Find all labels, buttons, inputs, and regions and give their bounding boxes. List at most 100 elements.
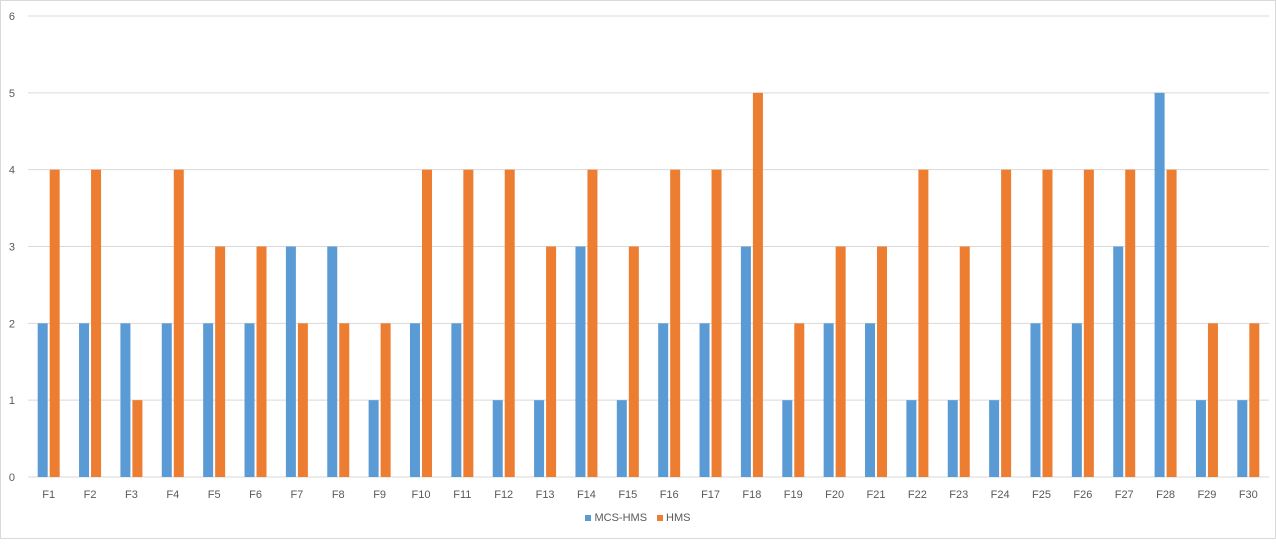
x-tick-label: F7 <box>290 489 303 501</box>
legend-swatch-mcs-hms <box>585 515 592 521</box>
x-tick-label: F13 <box>536 489 555 501</box>
bar-hms-f25 <box>1042 169 1053 477</box>
bar-hms-f16 <box>670 169 681 477</box>
bar-hms-f12 <box>504 169 515 477</box>
bar-mcs-hms-f4 <box>161 323 172 477</box>
bar-mcs-hms-f19 <box>782 400 793 477</box>
x-tick-label: F17 <box>701 489 720 501</box>
x-tick-label: F8 <box>332 489 345 501</box>
y-tick-label: 1 <box>9 395 15 407</box>
bar-hms-f4 <box>173 169 184 477</box>
x-tick-label: F29 <box>1197 489 1216 501</box>
x-tick-label: F5 <box>208 489 221 501</box>
bar-hms-f8 <box>339 323 350 477</box>
bar-mcs-hms-f22 <box>906 400 917 477</box>
bar-mcs-hms-f23 <box>947 400 958 477</box>
bar-mcs-hms-f9 <box>368 400 379 477</box>
x-tick-label: F19 <box>784 489 803 501</box>
x-tick-label: F4 <box>166 489 179 501</box>
bars <box>37 92 1260 477</box>
bar-mcs-hms-f2 <box>79 323 90 477</box>
x-tick-label: F3 <box>125 489 138 501</box>
bar-mcs-hms-f21 <box>865 323 876 477</box>
x-tick-label: F1 <box>42 489 55 501</box>
legend-item-mcs-hms: MCS-HMS <box>585 512 647 524</box>
bar-mcs-hms-f16 <box>658 323 669 477</box>
bar-mcs-hms-f17 <box>699 323 710 477</box>
bar-mcs-hms-f11 <box>451 323 462 477</box>
x-tick-label: F2 <box>84 489 97 501</box>
bar-hms-f10 <box>421 169 432 477</box>
x-tick-label: F6 <box>249 489 262 501</box>
x-tick-label: F22 <box>908 489 927 501</box>
bar-hms-f2 <box>91 169 102 477</box>
bar-mcs-hms-f13 <box>534 400 545 477</box>
x-tick-label: F12 <box>494 489 513 501</box>
bar-mcs-hms-f15 <box>616 400 627 477</box>
x-tick-label: F9 <box>373 489 386 501</box>
legend-label-hms: HMS <box>666 512 691 524</box>
bar-hms-f15 <box>628 246 639 477</box>
x-tick-label: F15 <box>618 489 637 501</box>
y-tick-label: 5 <box>9 88 15 100</box>
bar-mcs-hms-f29 <box>1195 400 1206 477</box>
y-axis-ticks: 0 1 2 3 4 5 6 <box>9 11 15 484</box>
bar-hms-f28 <box>1166 169 1177 477</box>
bar-mcs-hms-f1 <box>37 323 48 477</box>
x-tick-label: F14 <box>577 489 596 501</box>
bar-hms-f1 <box>49 169 60 477</box>
gridlines <box>28 15 1269 478</box>
bar-mcs-hms-f6 <box>244 323 255 477</box>
bar-mcs-hms-f25 <box>1030 323 1041 477</box>
bar-hms-f30 <box>1249 323 1260 477</box>
x-tick-label: F27 <box>1115 489 1134 501</box>
bar-hms-f7 <box>297 323 308 477</box>
y-tick-label: 0 <box>9 472 15 484</box>
y-tick-label: 6 <box>9 11 15 23</box>
legend: MCS-HMS HMS <box>0 509 1276 527</box>
bar-hms-f20 <box>835 246 846 477</box>
x-tick-label: F16 <box>660 489 679 501</box>
bar-hms-f21 <box>877 246 888 477</box>
bar-mcs-hms-f27 <box>1113 246 1124 477</box>
x-tick-label: F18 <box>742 489 761 501</box>
x-tick-label: F28 <box>1156 489 1175 501</box>
bar-mcs-hms-f30 <box>1237 400 1248 477</box>
bar-hms-f17 <box>711 169 722 477</box>
bar-mcs-hms-f18 <box>740 246 751 477</box>
x-tick-label: F10 <box>411 489 430 501</box>
x-tick-label: F21 <box>867 489 886 501</box>
bar-hms-f5 <box>215 246 226 477</box>
bar-mcs-hms-f7 <box>285 246 296 477</box>
bar-mcs-hms-f8 <box>327 246 338 477</box>
bar-hms-f29 <box>1207 323 1218 477</box>
bar-hms-f24 <box>1001 169 1012 477</box>
legend-label-mcs-hms: MCS-HMS <box>594 512 648 524</box>
bar-mcs-hms-f14 <box>575 246 586 477</box>
bar-hms-f13 <box>546 246 557 477</box>
x-axis-ticks: F1 F2 F3 F4 F5 F6 F7 F8 F9 F10 F11 F12 F13 F14 F15 F16 F… <box>42 489 1258 501</box>
bar-hms-f9 <box>380 323 391 477</box>
x-tick-label: F11 <box>453 489 471 501</box>
x-tick-label: F23 <box>949 489 968 501</box>
x-tick-label: F25 <box>1032 489 1051 501</box>
bar-hms-f19 <box>794 323 805 477</box>
x-tick-label: F30 <box>1239 489 1258 501</box>
bar-hms-f18 <box>752 92 763 477</box>
bar-mcs-hms-f28 <box>1154 92 1165 477</box>
bar-hms-f27 <box>1125 169 1136 477</box>
bar-mcs-hms-f26 <box>1071 323 1082 477</box>
bar-hms-f6 <box>256 246 267 477</box>
y-tick-label: 3 <box>9 242 15 254</box>
x-tick-label: F26 <box>1073 489 1092 501</box>
legend-item-hms: HMS <box>657 512 691 524</box>
y-tick-label: 4 <box>9 165 15 177</box>
bar-hms-f23 <box>959 246 970 477</box>
bar-hms-f14 <box>587 169 598 477</box>
bar-mcs-hms-f12 <box>492 400 503 477</box>
bar-mcs-hms-f20 <box>823 323 834 477</box>
x-tick-label: F24 <box>991 489 1010 501</box>
bar-mcs-hms-f10 <box>409 323 420 477</box>
